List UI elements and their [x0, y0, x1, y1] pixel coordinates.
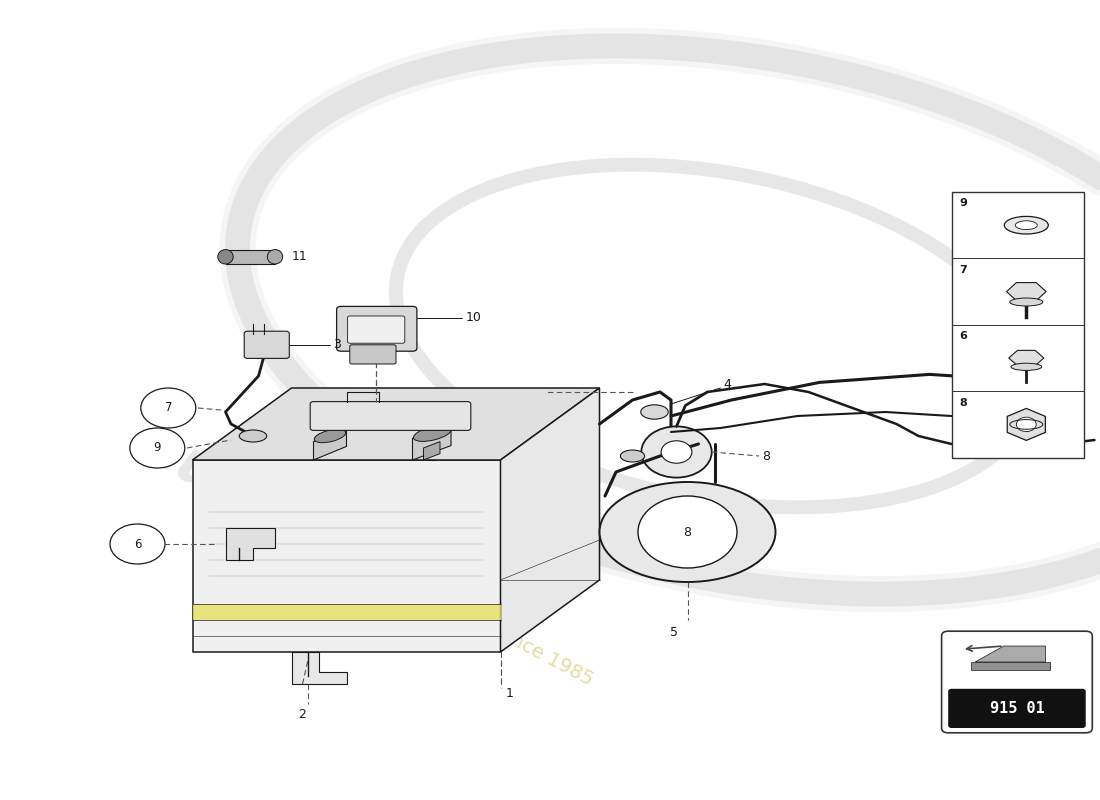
Circle shape — [141, 388, 196, 428]
Text: 7: 7 — [959, 265, 967, 274]
Circle shape — [110, 524, 165, 564]
Polygon shape — [192, 460, 501, 652]
FancyBboxPatch shape — [350, 345, 396, 364]
Polygon shape — [226, 250, 275, 264]
Text: 6: 6 — [134, 538, 141, 550]
Polygon shape — [192, 388, 600, 460]
Text: 8: 8 — [762, 450, 770, 462]
Ellipse shape — [640, 405, 669, 419]
Text: 1: 1 — [506, 687, 514, 700]
Ellipse shape — [240, 430, 266, 442]
Circle shape — [641, 426, 712, 478]
Polygon shape — [412, 424, 451, 460]
Polygon shape — [500, 388, 600, 652]
Polygon shape — [1006, 282, 1046, 301]
Ellipse shape — [1011, 363, 1042, 370]
Text: eurospares: eurospares — [132, 416, 484, 640]
Text: 8: 8 — [959, 398, 967, 408]
Text: 9: 9 — [154, 442, 161, 454]
Polygon shape — [314, 428, 346, 460]
Polygon shape — [192, 604, 501, 620]
FancyBboxPatch shape — [942, 631, 1092, 733]
Polygon shape — [1008, 408, 1045, 440]
Bar — [952, 192, 1084, 458]
Circle shape — [1016, 418, 1036, 431]
Text: 8: 8 — [683, 526, 692, 538]
Polygon shape — [424, 442, 440, 460]
Polygon shape — [1009, 350, 1044, 366]
Polygon shape — [975, 646, 1045, 662]
FancyBboxPatch shape — [348, 316, 405, 343]
Text: a passion for parts since 1985: a passion for parts since 1985 — [328, 534, 596, 690]
Circle shape — [661, 441, 692, 463]
FancyBboxPatch shape — [310, 402, 471, 430]
Ellipse shape — [267, 250, 283, 264]
Circle shape — [130, 428, 185, 468]
Text: 11: 11 — [292, 250, 307, 263]
Text: 9: 9 — [959, 198, 967, 208]
Ellipse shape — [1010, 298, 1043, 306]
Text: 6: 6 — [959, 331, 967, 341]
Ellipse shape — [315, 430, 345, 442]
Ellipse shape — [1004, 216, 1048, 234]
Text: 2: 2 — [298, 708, 307, 721]
Ellipse shape — [1015, 221, 1037, 230]
Text: 4: 4 — [724, 378, 732, 390]
Text: 915 01: 915 01 — [990, 702, 1044, 716]
Polygon shape — [970, 662, 1049, 670]
Text: 7: 7 — [165, 402, 172, 414]
Text: 10: 10 — [465, 311, 481, 324]
Ellipse shape — [218, 250, 233, 264]
Circle shape — [638, 496, 737, 568]
Ellipse shape — [414, 426, 451, 442]
Text: 5: 5 — [670, 626, 679, 638]
FancyBboxPatch shape — [244, 331, 289, 358]
Ellipse shape — [600, 482, 775, 582]
Polygon shape — [226, 528, 275, 560]
Polygon shape — [292, 652, 346, 684]
Ellipse shape — [620, 450, 645, 462]
FancyBboxPatch shape — [948, 689, 1086, 728]
FancyBboxPatch shape — [337, 306, 417, 351]
Text: 3: 3 — [333, 338, 341, 351]
